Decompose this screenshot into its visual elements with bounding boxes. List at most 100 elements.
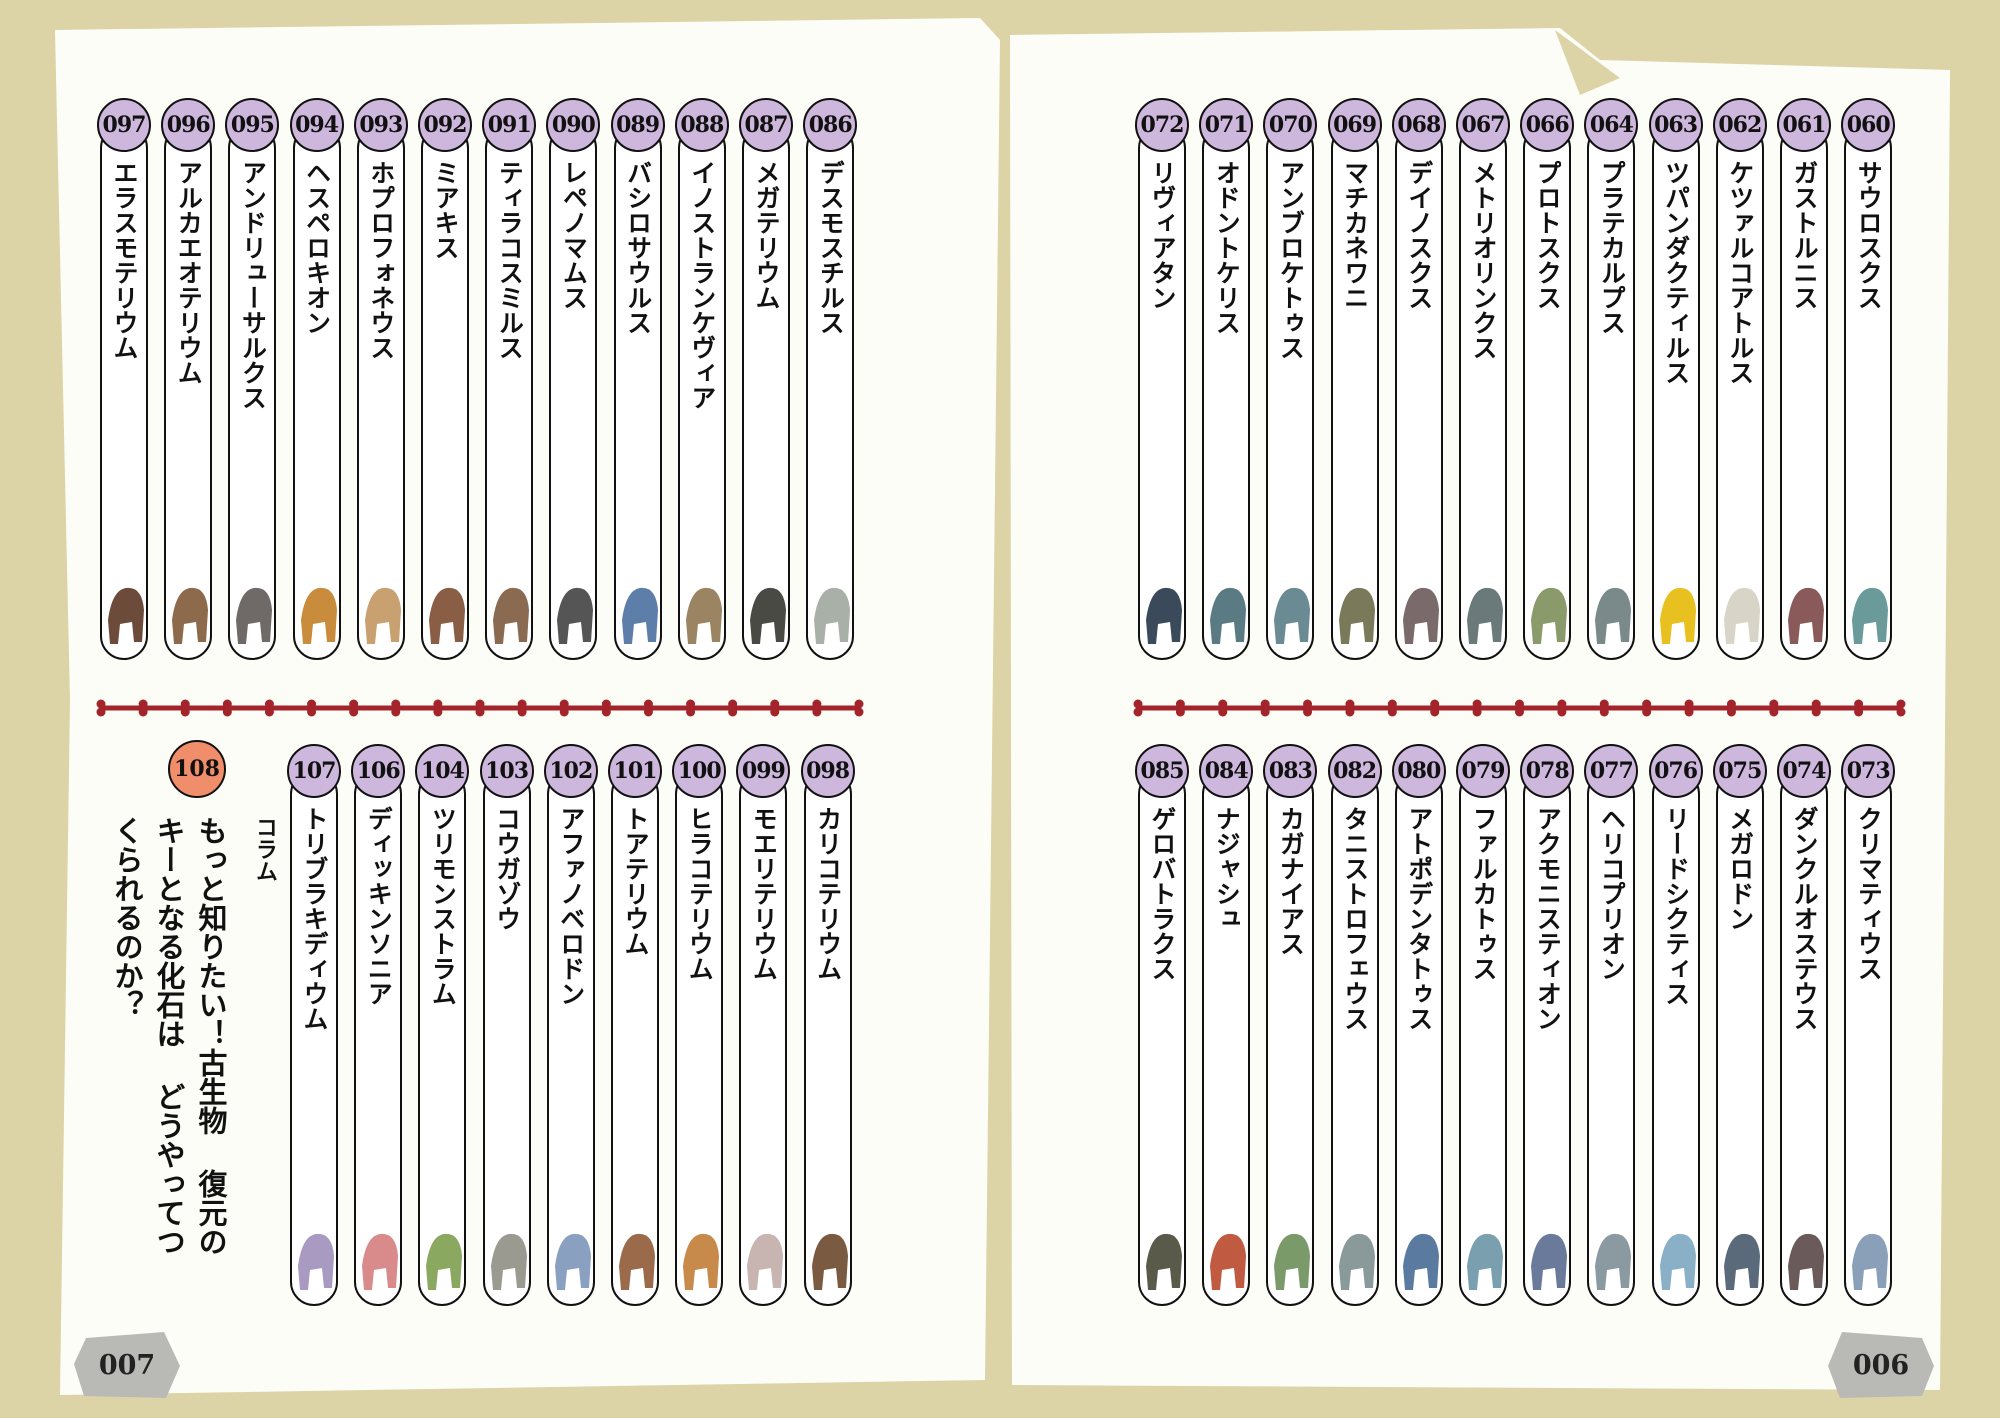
- entry-number: 077: [1584, 744, 1639, 798]
- entry-tab-frame: [611, 770, 659, 1306]
- entry-tab[interactable]: 103 コウガゾウ: [479, 744, 535, 1306]
- entry-tab[interactable]: 071 オドントケリス: [1199, 98, 1254, 660]
- entry-tab[interactable]: 104 ツリモンストラム: [415, 744, 470, 1306]
- entry-tab[interactable]: 087 メガテリウム: [739, 98, 794, 660]
- entry-number: 063: [1648, 98, 1703, 152]
- entry-number: 079: [1456, 744, 1510, 798]
- entry-tab[interactable]: 068 デイノスクス: [1391, 98, 1447, 660]
- entry-tab[interactable]: 099 モエリテリウム: [736, 744, 791, 1306]
- entry-tab[interactable]: 096 アルカエオテリウム: [161, 98, 216, 660]
- entry-tab-frame: [549, 124, 598, 660]
- entry-number: 080: [1391, 744, 1446, 798]
- entry-tab-frame: [1394, 124, 1443, 660]
- entry-tab[interactable]: 094 ヘスペロキオン: [289, 98, 345, 660]
- entry-tab[interactable]: 091 ティラコスミルス: [482, 98, 537, 660]
- entry-number: 100: [672, 744, 727, 798]
- entry-tab[interactable]: 066 プロトスクス: [1520, 98, 1575, 660]
- entry-number: 093: [353, 98, 408, 152]
- entry-number: 103: [479, 744, 534, 798]
- creature-illustration-icon: [362, 1233, 399, 1290]
- entry-tab[interactable]: 086 デスモスチルス: [803, 98, 858, 660]
- entry-tab[interactable]: 089 バシロサウルス: [610, 98, 666, 660]
- entry-tab[interactable]: 097 エラスモテリウム: [97, 98, 152, 660]
- entry-name: エラスモテリウム: [110, 160, 139, 360]
- entry-tab-frame: [100, 124, 148, 660]
- entry-tab[interactable]: 107 トリブラキディウム: [287, 744, 342, 1306]
- entry-tab[interactable]: 093 ホプロフォネウス: [353, 98, 409, 660]
- entry-number: 090: [546, 98, 601, 152]
- entry-number: 099: [736, 744, 791, 798]
- entry-tab[interactable]: 069 マチカネワニ: [1327, 98, 1383, 660]
- creature-illustration-icon: [490, 1233, 527, 1290]
- entry-tab[interactable]: 075 メガロドン: [1712, 744, 1768, 1306]
- entry-name: ミアキス: [431, 160, 460, 260]
- creature-illustration-icon: [1788, 1233, 1824, 1290]
- entry-name: アンドリューサルクス: [238, 160, 268, 410]
- column-number-badge: 108: [168, 740, 226, 798]
- entry-name: ツパンダクティルス: [1661, 160, 1691, 385]
- entry-tab[interactable]: 092 ミアキス: [418, 98, 473, 660]
- entry-tab[interactable]: 062 ケツァルコアトルス: [1712, 98, 1768, 660]
- entry-name: サウロスクス: [1854, 160, 1884, 310]
- entry-number: 089: [610, 98, 665, 152]
- entry-tab[interactable]: 083 カガナイアス: [1263, 744, 1318, 1306]
- creature-illustration-icon: [300, 587, 337, 644]
- entry-name: メガロドン: [1725, 806, 1755, 931]
- entry-tab[interactable]: 078 アクモニスティオン: [1520, 744, 1575, 1306]
- entry-tab[interactable]: 095 アンドリューサルクス: [225, 98, 280, 660]
- entry-tab[interactable]: 060 サウロスクス: [1841, 98, 1896, 660]
- entry-tab-frame: [1844, 770, 1893, 1306]
- entry-tab[interactable]: 074 ダンクルオステウス: [1777, 744, 1832, 1306]
- entry-tab-frame: [1459, 770, 1507, 1306]
- entry-tab-frame: [1715, 124, 1764, 660]
- entry-tab[interactable]: 084 ナジャシュ: [1199, 744, 1254, 1306]
- entry-tab[interactable]: 090 レペノマムス: [546, 98, 601, 660]
- creature-illustration-icon: [1338, 587, 1375, 644]
- creature-illustration-icon: [1723, 1233, 1760, 1290]
- entry-tab[interactable]: 085 ゲロバトラクス: [1135, 744, 1190, 1306]
- entry-tab[interactable]: 077 ヘリコプリオン: [1584, 744, 1639, 1306]
- entry-number: 102: [543, 744, 598, 798]
- creature-illustration-icon: [683, 1233, 720, 1290]
- entry-tab[interactable]: 100 ヒラコテリウム: [672, 744, 727, 1306]
- creature-illustration-icon: [1274, 1233, 1311, 1290]
- entry-tab[interactable]: 080 アトポデンタトゥス: [1391, 744, 1447, 1306]
- entry-number: 085: [1135, 744, 1189, 798]
- entry-number: 064: [1584, 98, 1639, 152]
- entry-number: 101: [608, 744, 662, 798]
- entry-tab[interactable]: 102 アファノベロドン: [543, 744, 599, 1306]
- entry-name: トリブラキディウム: [300, 806, 329, 1031]
- entry-tab[interactable]: 076 リードシクティス: [1648, 744, 1704, 1306]
- column-feature[interactable]: 108 コラム もっと知りたい！古生物 復元のキーとなる化石は どうやってつくら…: [100, 740, 300, 1256]
- entry-tab[interactable]: 079 ファルカトゥス: [1456, 744, 1511, 1306]
- entry-name: レペノマムス: [559, 160, 589, 310]
- entry-name: ヘリコプリオン: [1597, 806, 1627, 981]
- creature-illustration-icon: [1338, 1233, 1375, 1290]
- bone-divider-left: [96, 699, 864, 717]
- entry-name: ヒラコテリウム: [685, 806, 715, 981]
- entry-number: 098: [800, 744, 855, 798]
- entry-tab[interactable]: 101 トアテリウム: [608, 744, 663, 1306]
- entry-tab[interactable]: 064 プラテカルプス: [1584, 98, 1639, 660]
- creature-illustration-icon: [172, 587, 209, 644]
- entry-tab[interactable]: 063 ツパンダクティルス: [1648, 98, 1704, 660]
- creature-illustration-icon: [364, 587, 401, 644]
- creature-illustration-icon: [1852, 587, 1889, 644]
- entry-tab[interactable]: 061 ガストルニス: [1777, 98, 1832, 660]
- creature-illustration-icon: [750, 587, 786, 644]
- creature-illustration-icon: [1274, 587, 1311, 644]
- entry-name: ディッキンソニア: [364, 806, 394, 1006]
- creature-illustration-icon: [619, 1233, 655, 1290]
- entry-number: 069: [1327, 98, 1382, 152]
- entry-tab[interactable]: 088 イノストランケヴィア: [674, 98, 730, 660]
- entry-tab[interactable]: 070 アンブロケトゥス: [1263, 98, 1318, 660]
- creature-illustration-icon: [1402, 1233, 1439, 1290]
- entry-number: 104: [415, 744, 470, 798]
- entry-tab[interactable]: 098 カリコテリウム: [800, 744, 856, 1306]
- entry-tab[interactable]: 082 タニストロフェウス: [1327, 744, 1383, 1306]
- entry-tab[interactable]: 106 ディッキンソニア: [351, 744, 406, 1306]
- entry-tab[interactable]: 073 クリマティウス: [1841, 744, 1896, 1306]
- entry-tab[interactable]: 067 メトリオリンクス: [1456, 98, 1511, 660]
- entry-tab[interactable]: 072 リヴィアタン: [1135, 98, 1190, 660]
- entry-tab-frame: [292, 124, 341, 660]
